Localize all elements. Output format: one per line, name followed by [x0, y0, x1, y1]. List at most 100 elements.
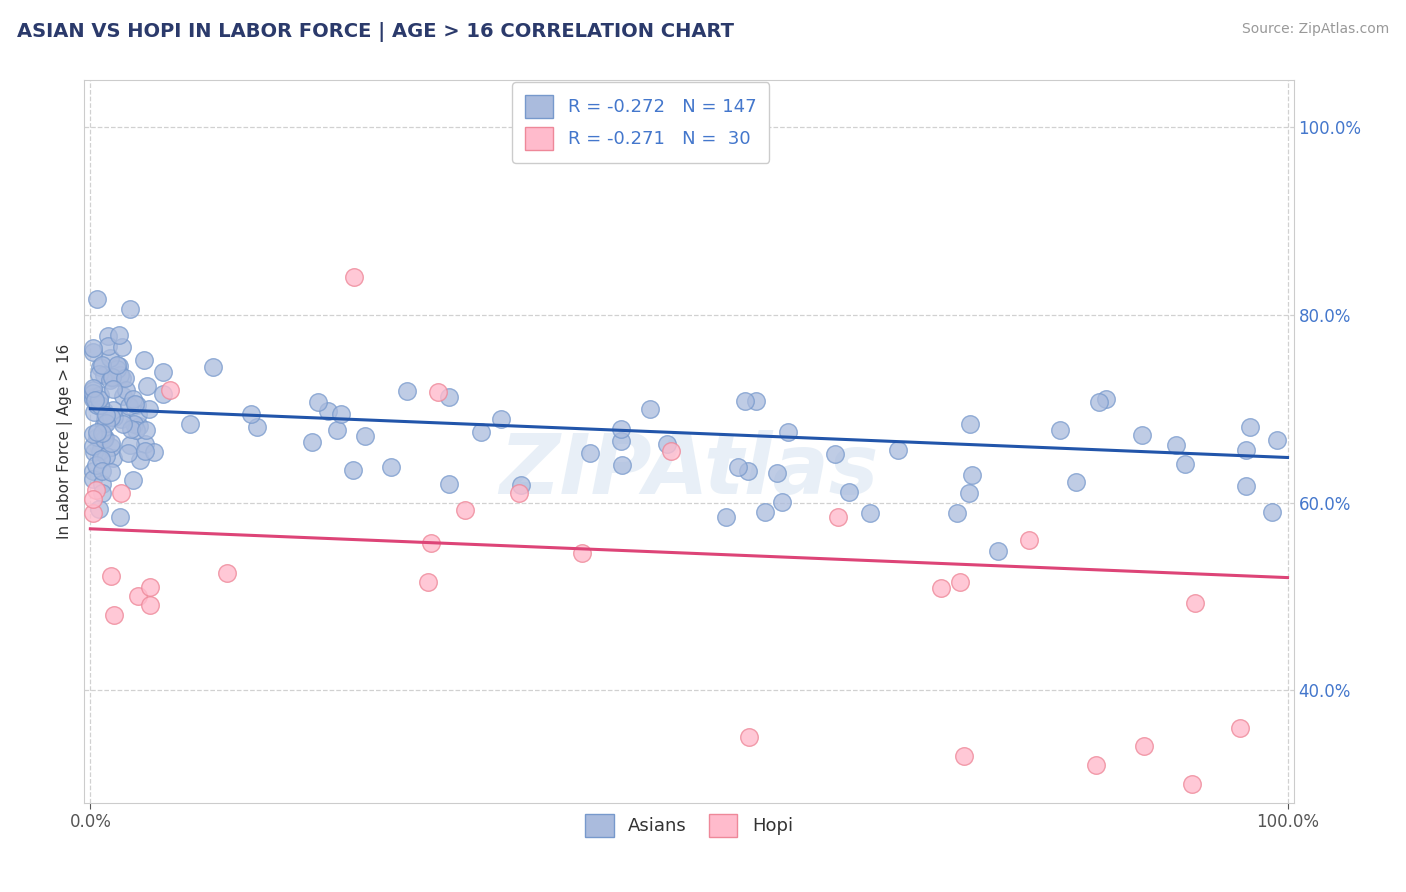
Point: [1164, 437, 1187, 451]
Point: [959, 417, 981, 432]
Point: [100, 436, 122, 450]
Point: [1181, 777, 1204, 791]
Point: [342, 463, 364, 477]
Point: [84, 392, 107, 407]
Point: [114, 371, 136, 385]
Point: [93, 433, 115, 447]
Point: [246, 419, 269, 434]
Point: [100, 466, 122, 480]
Point: [957, 486, 980, 500]
Point: [128, 418, 150, 433]
Point: [1229, 721, 1251, 735]
Point: [418, 575, 440, 590]
Point: [738, 730, 761, 744]
Point: [103, 608, 125, 623]
Point: [91, 425, 114, 440]
Point: [1234, 479, 1257, 493]
Point: [100, 351, 122, 366]
Point: [125, 397, 148, 411]
Point: [111, 371, 134, 385]
Point: [859, 506, 882, 520]
Point: [82, 492, 104, 507]
Point: [454, 503, 477, 517]
Point: [89, 359, 111, 374]
Point: [827, 509, 849, 524]
Point: [93, 368, 115, 383]
Point: [103, 451, 125, 466]
Point: [103, 410, 125, 425]
Point: [655, 437, 678, 451]
Point: [84, 458, 107, 473]
Point: [217, 566, 239, 580]
Point: [122, 392, 145, 407]
Point: [107, 358, 129, 372]
Point: [578, 446, 600, 460]
Point: [98, 373, 121, 387]
Point: [122, 417, 145, 431]
Point: [770, 495, 793, 509]
Point: [134, 444, 156, 458]
Point: [1087, 395, 1109, 409]
Point: [93, 412, 115, 426]
Point: [1018, 533, 1040, 547]
Point: [82, 341, 104, 355]
Text: ASIAN VS HOPI IN LABOR FORCE | AGE > 16 CORRELATION CHART: ASIAN VS HOPI IN LABOR FORCE | AGE > 16 …: [17, 22, 734, 42]
Point: [91, 464, 114, 478]
Text: Source: ZipAtlas.com: Source: ZipAtlas.com: [1241, 22, 1389, 37]
Point: [110, 412, 132, 426]
Point: [86, 398, 108, 412]
Point: [437, 390, 460, 404]
Point: [737, 464, 759, 478]
Legend: Asians, Hopi: Asians, Hopi: [578, 806, 800, 845]
Point: [778, 425, 800, 440]
Point: [508, 486, 530, 500]
Point: [90, 358, 112, 372]
Point: [94, 416, 117, 430]
Point: [437, 476, 460, 491]
Point: [152, 365, 174, 379]
Point: [987, 544, 1010, 558]
Point: [135, 379, 157, 393]
Point: [929, 582, 952, 596]
Point: [86, 483, 108, 498]
Point: [93, 417, 115, 431]
Point: [82, 392, 104, 406]
Point: [142, 445, 165, 459]
Point: [94, 408, 117, 422]
Point: [953, 748, 976, 763]
Point: [86, 430, 108, 444]
Point: [117, 445, 139, 459]
Point: [122, 473, 145, 487]
Point: [1234, 443, 1257, 458]
Point: [1261, 505, 1284, 519]
Point: [90, 477, 112, 491]
Point: [1265, 433, 1288, 447]
Point: [179, 417, 201, 431]
Point: [111, 389, 134, 403]
Point: [100, 409, 122, 424]
Point: [659, 444, 682, 458]
Point: [110, 486, 132, 500]
Point: [426, 384, 449, 399]
Point: [946, 506, 969, 520]
Point: [132, 353, 155, 368]
Point: [89, 388, 111, 402]
Point: [354, 429, 377, 443]
Point: [727, 459, 749, 474]
Point: [101, 382, 124, 396]
Point: [824, 447, 846, 461]
Point: [612, 458, 634, 472]
Point: [82, 464, 104, 478]
Point: [82, 439, 104, 453]
Point: [571, 546, 593, 560]
Point: [239, 407, 262, 421]
Point: [83, 404, 105, 418]
Point: [491, 412, 513, 426]
Point: [83, 445, 105, 459]
Point: [326, 423, 349, 437]
Point: [1064, 475, 1087, 490]
Point: [138, 401, 160, 416]
Point: [82, 472, 104, 486]
Point: [1133, 739, 1156, 754]
Point: [1239, 420, 1261, 434]
